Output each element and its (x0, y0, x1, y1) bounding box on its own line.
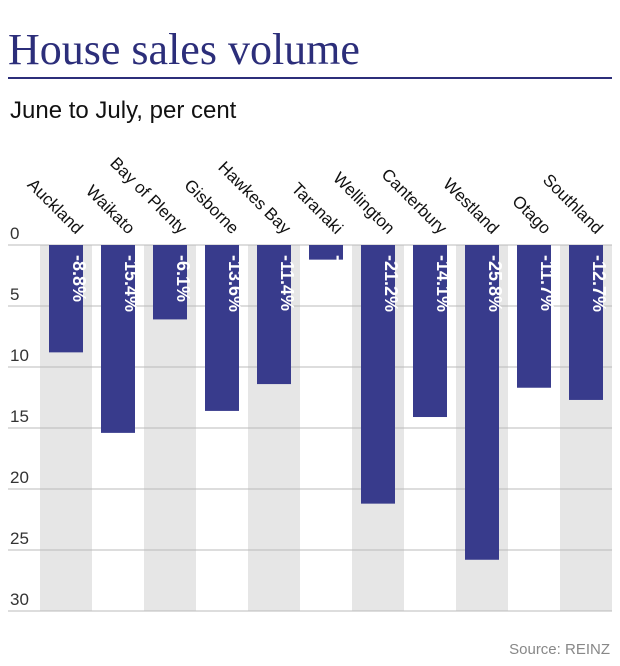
x-tick-label: Otago (508, 192, 554, 238)
bar (257, 245, 291, 385)
value-label: -8.8% (69, 255, 89, 302)
y-tick-label: 0 (10, 224, 19, 243)
source: Source: REINZ (509, 641, 610, 658)
value-label: -15.4% (121, 255, 141, 312)
value-label: -25.8% (485, 255, 505, 312)
bar (49, 245, 83, 353)
bar (153, 245, 187, 320)
value-label: -13.6% (225, 255, 245, 312)
y-tick-label: 10 (10, 346, 29, 365)
value-label: -12.7% (589, 255, 609, 312)
value-label: -1.2% (329, 255, 349, 302)
chart-title: House sales volume (8, 25, 360, 74)
value-label: -14.1% (433, 255, 453, 312)
y-tick-label: 30 (10, 590, 29, 609)
y-tick-label: 5 (10, 285, 19, 304)
y-tick-label: 15 (10, 407, 29, 426)
bar (309, 245, 343, 260)
value-label: -11.4% (277, 255, 297, 311)
y-tick-label: 20 (10, 468, 29, 487)
bar (569, 245, 603, 400)
bar (465, 245, 499, 560)
value-label: -11.7% (537, 255, 557, 311)
x-tick-label: Westland (439, 174, 502, 237)
bar (361, 245, 395, 504)
x-tick-label: Auckland (24, 175, 87, 238)
value-label: -21.2% (381, 255, 401, 312)
bar (205, 245, 239, 411)
chart-subtitle: June to July, per cent (10, 97, 237, 124)
value-label: -6.1% (173, 255, 193, 302)
bar (517, 245, 551, 388)
y-tick-label: 25 (10, 529, 29, 548)
bar (413, 245, 447, 418)
bar (101, 245, 135, 433)
